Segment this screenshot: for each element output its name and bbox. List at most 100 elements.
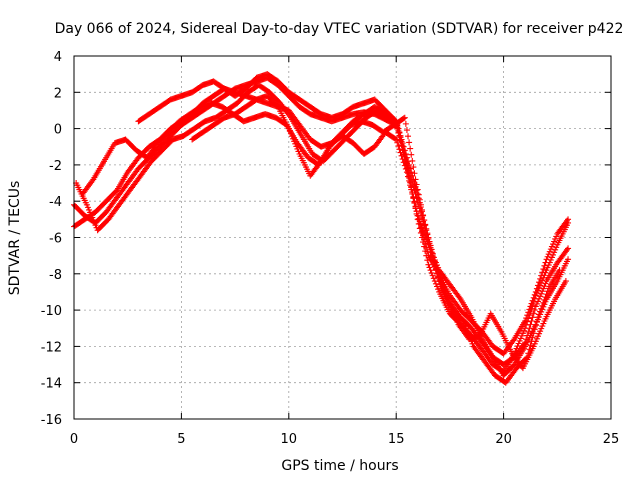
data-point xyxy=(434,283,441,290)
data-point xyxy=(403,127,410,134)
data-point xyxy=(410,195,417,202)
data-point xyxy=(396,146,403,153)
data-point xyxy=(565,216,572,223)
data-point xyxy=(401,162,408,169)
x-tick-label: 0 xyxy=(70,432,78,447)
data-point xyxy=(400,159,407,166)
data-point xyxy=(422,222,429,229)
data-point xyxy=(530,310,537,317)
y-tick-label: 2 xyxy=(54,86,62,101)
data-point xyxy=(526,325,533,332)
data-point xyxy=(565,245,572,252)
data-point xyxy=(415,215,422,222)
data-point xyxy=(538,272,545,279)
x-tick-label: 20 xyxy=(495,432,512,447)
data-point xyxy=(397,149,404,156)
data-point xyxy=(523,315,530,322)
data-point xyxy=(394,139,401,146)
data-point xyxy=(526,306,533,313)
data-point xyxy=(424,238,431,245)
tick-layer: 0 5 10 15 20 25 -16 -14 -12 -10 -8 -6 -4 -2 0 2 4 xyxy=(41,50,620,447)
y-tick-label: -2 xyxy=(49,159,62,174)
data-point xyxy=(413,208,420,215)
y-tick-label: -6 xyxy=(49,232,62,247)
data-point xyxy=(428,269,435,276)
data-point xyxy=(418,206,425,213)
data-point xyxy=(395,127,402,134)
data-point xyxy=(405,173,412,180)
data-point xyxy=(524,312,531,319)
data-point xyxy=(399,156,406,163)
data-point xyxy=(406,177,413,184)
data-point xyxy=(562,278,569,285)
data-point xyxy=(273,102,280,109)
data-point xyxy=(407,145,414,152)
data-point xyxy=(540,266,547,273)
data-point xyxy=(413,181,420,188)
data-point xyxy=(395,143,402,150)
data-point xyxy=(412,176,419,183)
x-tick-label: 15 xyxy=(388,432,405,447)
data-point xyxy=(423,235,430,242)
data-point xyxy=(417,201,424,208)
data-point xyxy=(525,309,532,316)
data-point xyxy=(533,285,540,292)
data-point xyxy=(536,279,543,286)
data-point xyxy=(537,275,544,282)
data-point xyxy=(539,269,546,276)
y-tick-label: 0 xyxy=(54,123,62,138)
data-point xyxy=(409,190,416,197)
data-point xyxy=(416,218,423,225)
data-point xyxy=(534,282,541,289)
data-point xyxy=(420,211,427,218)
data-series-sat-track-a xyxy=(71,74,572,375)
data-point xyxy=(402,120,409,127)
data-point xyxy=(411,170,418,177)
y-tick-label: 4 xyxy=(54,50,62,65)
y-tick-label: -8 xyxy=(49,268,62,283)
data-point xyxy=(402,165,409,172)
data-point xyxy=(397,137,404,144)
data-point xyxy=(435,286,442,293)
data-point xyxy=(527,303,534,310)
y-tick-label: -14 xyxy=(41,377,62,392)
data-point xyxy=(393,136,400,143)
data-point xyxy=(531,291,538,298)
data-point xyxy=(529,297,536,304)
data-point xyxy=(530,294,537,301)
data-point xyxy=(426,264,433,271)
data-point xyxy=(427,267,434,274)
data-point xyxy=(542,259,549,266)
data-point xyxy=(531,307,538,314)
data-point xyxy=(421,217,428,224)
x-tick-label: 25 xyxy=(603,432,620,447)
x-axis-label: GPS time / hours xyxy=(281,458,398,474)
x-tick-label: 10 xyxy=(281,432,298,447)
data-point xyxy=(525,328,532,335)
data-point xyxy=(406,139,413,146)
x-tick-label: 5 xyxy=(177,432,185,447)
data-point xyxy=(424,248,431,255)
data-point xyxy=(522,317,529,324)
data-point xyxy=(408,186,415,193)
data-point xyxy=(430,275,437,282)
data-point xyxy=(432,280,439,287)
data-point xyxy=(401,114,408,121)
data-point xyxy=(565,256,572,263)
y-tick-label: -12 xyxy=(41,340,62,355)
data-point xyxy=(421,230,428,237)
data-point xyxy=(416,196,423,203)
data-point xyxy=(527,321,534,328)
data-point xyxy=(398,152,405,159)
data-point xyxy=(398,141,405,148)
data-point xyxy=(412,204,419,211)
data-point xyxy=(400,115,407,122)
data-point xyxy=(417,221,424,228)
data-point xyxy=(403,169,410,176)
data-series-sat-track-f xyxy=(189,92,572,379)
data-point xyxy=(420,227,427,234)
data-point xyxy=(392,135,399,142)
data-point xyxy=(425,261,432,268)
